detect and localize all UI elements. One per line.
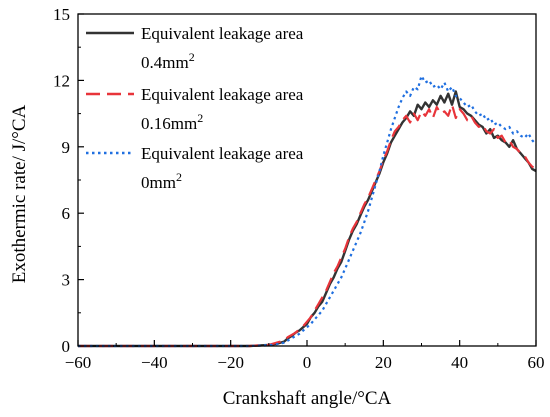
y-tick-label: 0 [62,337,71,356]
axis-layer: −60 −40 −20 0 20 40 60 0 3 6 9 12 15 [53,5,545,372]
legend-superscript: 2 [197,111,203,125]
y-tick-label: 6 [62,204,71,223]
y-tick-label: 15 [53,5,70,24]
legend-superscript: 2 [176,170,182,184]
y-tick-label: 12 [53,71,70,90]
x-tick-label: −40 [141,353,168,372]
legend-label-line2: 0.16mm2 [141,111,203,133]
series-line-3 [78,74,537,348]
series-line-2 [78,103,537,348]
legend-label-line1: Equivalent leakage area [141,24,304,43]
legend-value: 0mm [141,173,176,192]
legend-label-line2: 0mm2 [141,170,182,192]
x-axis-title: Crankshaft angle/°CA [223,388,392,409]
x-tick-label: 20 [375,353,392,372]
x-tick-label: 60 [528,353,545,372]
legend: Equivalent leakage area0.4mm2Equivalent … [86,24,304,192]
x-tick-label: 40 [451,353,468,372]
legend-value: 0.16mm [141,114,197,133]
x-tick-label: 0 [303,353,312,372]
x-tick-label: −60 [65,353,92,372]
legend-superscript: 2 [189,50,195,64]
y-tick-label: 9 [62,138,71,157]
y-axis-title: Exothermic rate/ J/°CA [9,104,30,283]
legend-label-line1: Equivalent leakage area [141,85,304,104]
plot-layer [78,74,537,348]
y-tick-label: 3 [62,271,71,290]
legend-label-line2: 0.4mm2 [141,50,195,72]
legend-value: 0.4mm [141,53,189,72]
legend-label-line1: Equivalent leakage area [141,144,304,163]
x-tick-label: −20 [217,353,244,372]
